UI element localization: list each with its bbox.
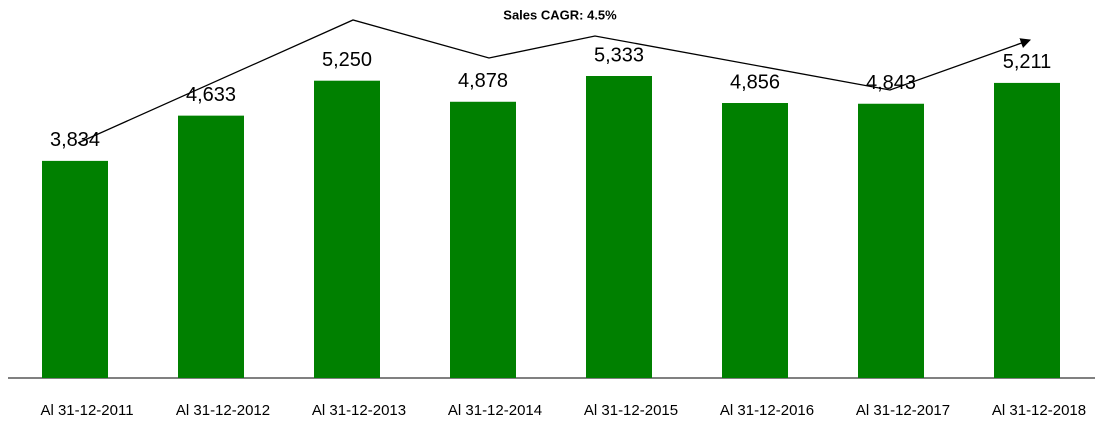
- value-label: 4,843: [866, 72, 916, 94]
- x-tick-label: Al 31-12-2017: [856, 402, 950, 419]
- value-label: 3,834: [50, 129, 100, 151]
- x-tick-label: Al 31-12-2011: [40, 402, 133, 419]
- cagr-arrow: [77, 19, 1031, 144]
- x-tick-label: Al 31-12-2014: [448, 402, 542, 419]
- value-label: 5,250: [322, 49, 372, 71]
- value-label: 4,633: [186, 84, 236, 106]
- bar: [314, 80, 380, 379]
- bar: [178, 115, 244, 378]
- value-label: 5,333: [594, 44, 644, 66]
- bar: [722, 103, 788, 378]
- bar: [42, 160, 108, 378]
- x-tick-label: Al 31-12-2018: [992, 402, 1086, 419]
- x-tick-label: Al 31-12-2012: [176, 402, 270, 419]
- bar: [858, 103, 924, 378]
- value-label: 4,856: [730, 71, 780, 93]
- bar: [450, 101, 516, 378]
- annotation: Sales CAGR: 4.5%: [503, 7, 617, 22]
- bar: [994, 82, 1060, 378]
- x-tick-label: Al 31-12-2015: [584, 402, 678, 419]
- x-tick-label: Al 31-12-2016: [720, 402, 814, 419]
- x-tick-label: Al 31-12-2013: [312, 402, 406, 419]
- value-label: 4,878: [458, 70, 508, 92]
- value-label: 5,211: [1003, 51, 1052, 73]
- bar: [586, 76, 652, 378]
